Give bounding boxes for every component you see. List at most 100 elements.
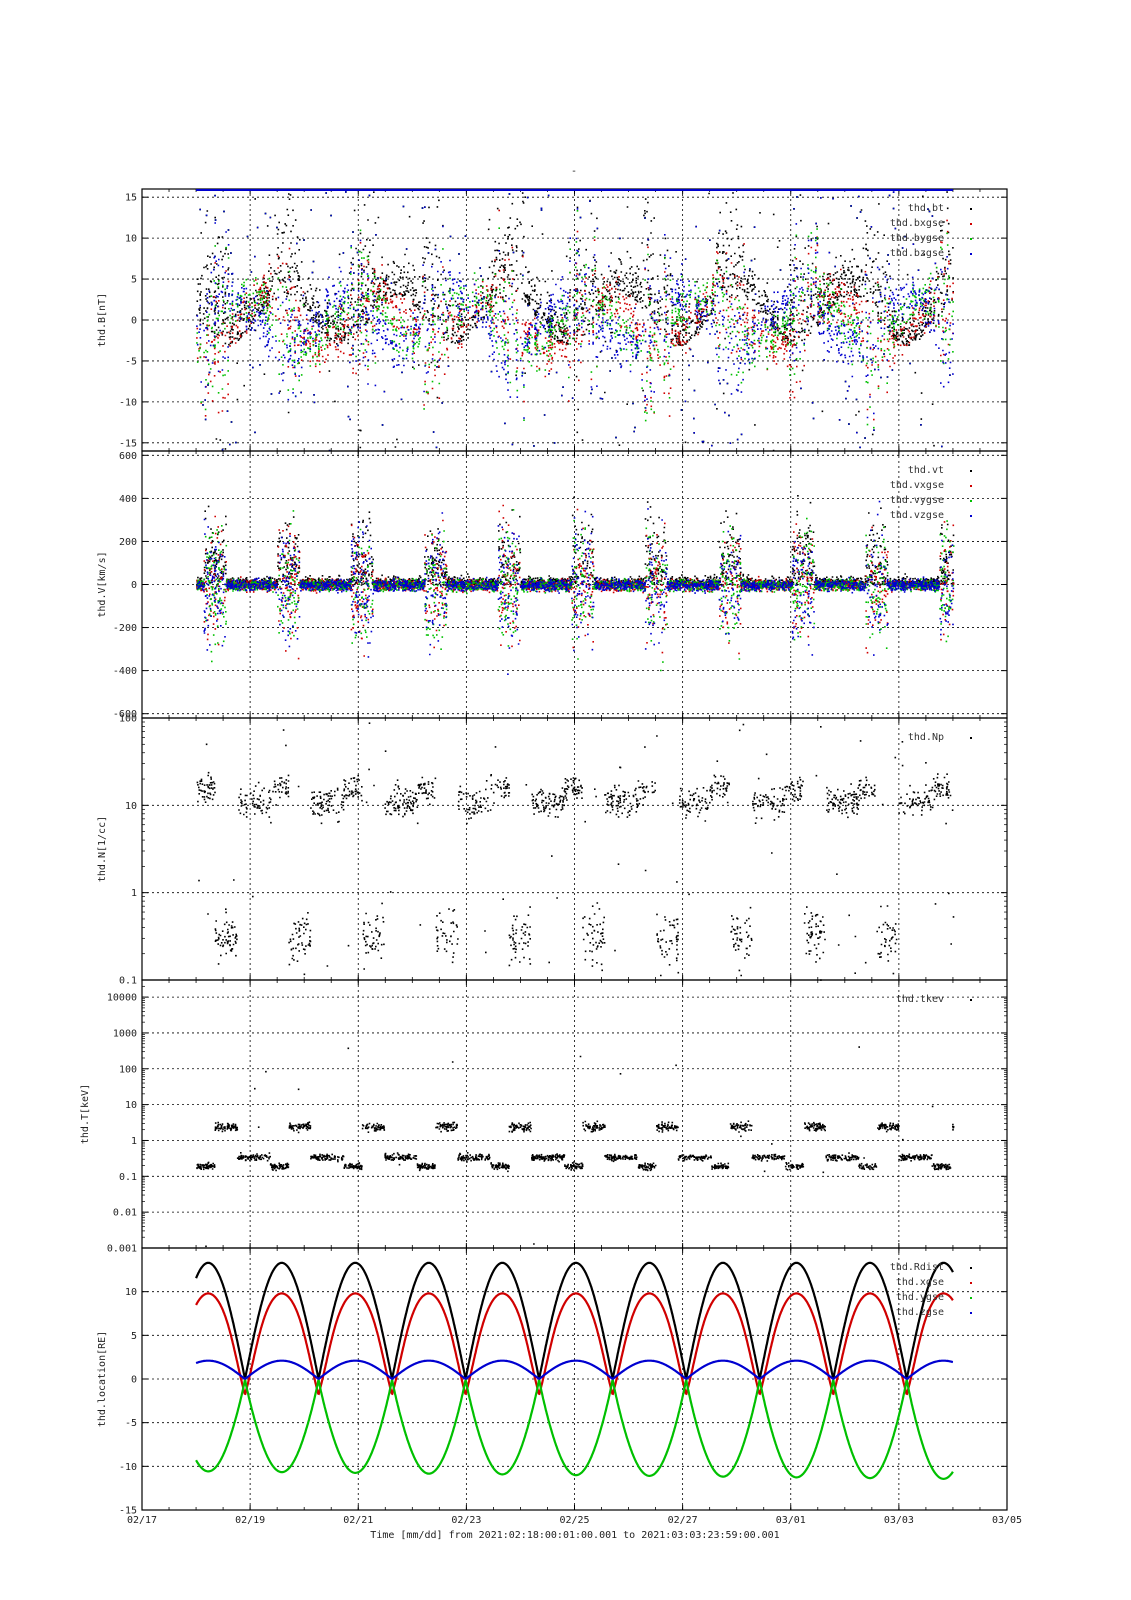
y-tick-label: -5	[125, 356, 137, 367]
data-marks	[196, 1046, 955, 1248]
legend: thd.Np	[908, 732, 972, 743]
y-tick-label: 10	[125, 801, 137, 812]
series-line-thd-ygse	[195, 1378, 954, 1481]
legend-entry: thd.ygse	[896, 1292, 944, 1303]
x-tick-label: 02/27	[668, 1515, 698, 1526]
y-axis-label: thd.N[1/cc]	[97, 816, 108, 882]
legend-swatch	[970, 500, 972, 502]
y-tick-label: -5	[125, 1418, 137, 1429]
legend-swatch	[970, 470, 972, 472]
y-tick-label: 1	[131, 1136, 137, 1147]
x-axis-label: Time [mm/dd] from 2021:02:18:00:01:00.00…	[370, 1530, 779, 1541]
y-tick-label: 0.1	[119, 976, 137, 987]
legend-entry: thd.vzgse	[890, 510, 944, 521]
legend-swatch	[970, 999, 972, 1001]
panel-velocity: -600-400-2000200400600thd.V[km/s]thd.vtt…	[97, 450, 1008, 720]
y-axis-label: thd.T[keV]	[80, 1084, 91, 1144]
y-tick-label: 1	[131, 888, 137, 899]
legend-entry: thd.Rdist	[890, 1262, 944, 1273]
panel-temperature: 0.001 0.01 0.1 1 10 100 1000 10000 thd.T[keV] thd…	[80, 979, 1008, 1255]
y-tick-label: 400	[119, 494, 137, 505]
x-tick-label: 02/23	[451, 1515, 481, 1526]
legend: thd.Rdist thd.xgse thd.ygse thd.zgse	[890, 1262, 972, 1318]
legend-entry: thd.bxgse	[890, 218, 944, 229]
legend-entry: thd.vt	[908, 465, 944, 476]
panel-density: 0.1 1 10 100 thd.N[1/cc] thd.Np	[97, 714, 1008, 987]
y-tick-label: 0	[131, 316, 137, 327]
legend-entry: thd.Np	[908, 732, 944, 743]
legend-swatch	[970, 1282, 972, 1284]
y-tick-label: 5	[131, 275, 137, 286]
y-tick-label: 0	[131, 580, 137, 591]
y-axis-label: thd.V[km/s]	[97, 551, 108, 617]
y-tick-label: 15	[125, 193, 137, 204]
y-tick-label: 10	[125, 1100, 137, 1111]
legend-entry: thd.bzgse	[890, 248, 944, 259]
legend-swatch	[970, 253, 972, 255]
series-points-thd-Np	[196, 722, 955, 981]
x-tick-label: 03/03	[884, 1515, 914, 1526]
x-axis: 02/17 02/19 02/21 02/23 02/25 02/27 03/01 03/03…	[127, 1515, 1022, 1526]
y-tick-label: 10	[125, 1287, 137, 1298]
legend-entry: thd.zgse	[896, 1307, 944, 1318]
y-tick-label: -600	[113, 709, 137, 720]
y-axis-label: thd.location[RE]	[97, 1331, 108, 1427]
data-marks	[196, 722, 955, 981]
y-tick-label: 200	[119, 537, 137, 548]
legend-swatch	[970, 1267, 972, 1269]
legend: thd.tkev	[896, 994, 972, 1005]
legend-entry: thd.bt	[908, 203, 944, 214]
y-tick-label: -10	[119, 397, 137, 408]
legend: thd.bt thd.bxgse thd.bygse thd.bzgse	[890, 203, 972, 259]
series-line-thd-xgse	[195, 1292, 954, 1396]
legend-entry: thd.xgse	[896, 1277, 944, 1288]
legend-swatch	[970, 208, 972, 210]
y-tick-label: -10	[119, 1462, 137, 1473]
y-tick-label: 1000	[113, 1028, 137, 1039]
legend-swatch	[970, 1297, 972, 1299]
y-tick-label: 0.1	[119, 1172, 137, 1183]
legend-swatch	[970, 515, 972, 517]
legend-entry: thd.bygse	[890, 233, 944, 244]
panel-location: -15-10-50510thd.location[RE]thd.Rdistthd…	[97, 1247, 1008, 1517]
data-marks	[196, 189, 955, 452]
series-points-thd-bzgse	[196, 191, 955, 452]
x-tick-label: 02/17	[127, 1515, 157, 1526]
y-tick-label: 0.001	[107, 1244, 137, 1255]
y-tick-label: 10000	[107, 993, 137, 1004]
data-marks	[196, 495, 955, 675]
y-tick-label: 600	[119, 451, 137, 462]
y-tick-label: -400	[113, 666, 137, 677]
y-tick-label: 10	[125, 234, 137, 245]
x-tick-label: 02/19	[235, 1515, 265, 1526]
y-tick-label: 0.01	[113, 1208, 137, 1219]
x-tick-label: 02/25	[559, 1515, 589, 1526]
y-tick-label: 100	[119, 1064, 137, 1075]
legend: thd.vt thd.vxgse thd.vygse thd.vzgse	[890, 465, 972, 521]
data-marks	[195, 1261, 954, 1481]
legend-swatch	[970, 1312, 972, 1314]
legend-entry: thd.tkev	[896, 994, 944, 1005]
legend-entry: thd.vxgse	[890, 480, 944, 491]
y-tick-label: -15	[119, 438, 137, 449]
legend-swatch	[970, 238, 972, 240]
y-tick-label: 0	[131, 1375, 137, 1386]
series-line-thd-Rdist	[195, 1261, 954, 1380]
y-tick-label: 100	[119, 714, 137, 725]
y-tick-label: -200	[113, 623, 137, 634]
page-title: -	[571, 166, 577, 177]
x-tick-label: 03/01	[776, 1515, 806, 1526]
x-tick-label: 03/05	[992, 1515, 1022, 1526]
series-points-thd-vxgse	[196, 504, 955, 660]
panel-magnetic-field: -15-10-5051015thd.B[nT]thd.btthd.bxgseth…	[97, 188, 1008, 452]
legend-swatch	[970, 223, 972, 225]
legend-swatch	[970, 485, 972, 487]
legend-entry: thd.vygse	[890, 495, 944, 506]
series-points-thd-tkev	[196, 1046, 955, 1248]
series-line-thd-zgse	[195, 1359, 954, 1380]
y-axis-label: thd.B[nT]	[97, 293, 108, 347]
y-tick-label: 5	[131, 1331, 137, 1342]
x-tick-label: 02/21	[343, 1515, 373, 1526]
legend-swatch	[970, 737, 972, 739]
